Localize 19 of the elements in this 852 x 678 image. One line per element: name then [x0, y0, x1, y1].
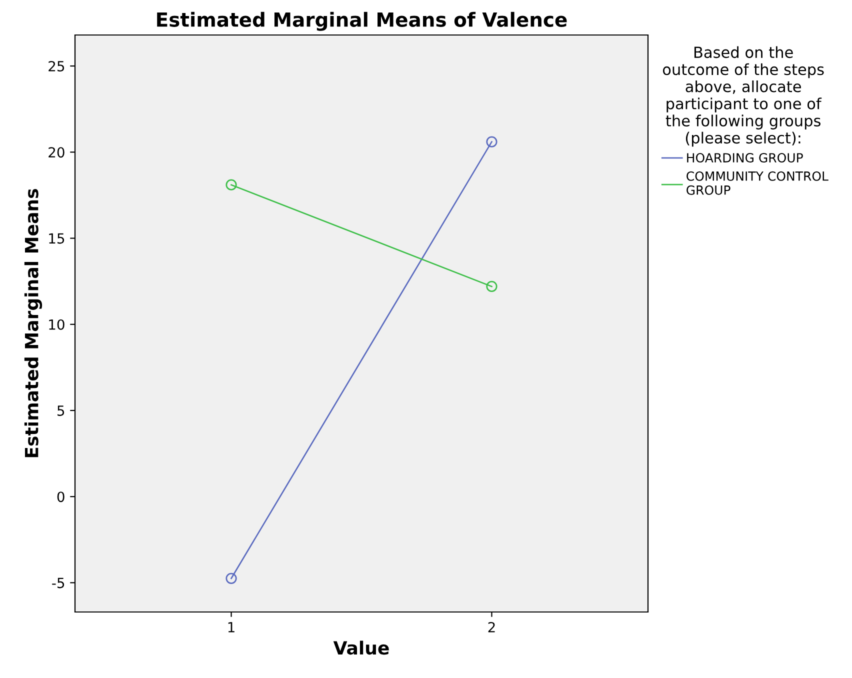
y-tick-label: 5	[58, 406, 64, 416]
point	[486, 136, 498, 148]
y-tick-label: 25	[48, 60, 64, 72]
legend-label: HOARDING GROUP	[687, 153, 803, 162]
legend-label: COMMUNITY CONTROL GROUP	[686, 171, 828, 195]
x-tick-label: 2	[488, 622, 495, 632]
chart-title: Estimated Marginal Means of Valence	[157, 12, 567, 31]
y-tick-label: 20	[48, 147, 64, 158]
y-tick-label: 0	[57, 492, 64, 502]
y-tick-label: 10	[49, 319, 64, 330]
point	[226, 572, 237, 584]
point	[226, 179, 237, 190]
y-tick-label: 15	[49, 233, 64, 244]
y-tick-label: -5	[52, 578, 64, 588]
x-tick-label: 1	[228, 622, 234, 632]
y-axis-title: Estimated Marginal Means	[24, 189, 42, 458]
x-axis-title: Value	[333, 640, 389, 655]
point	[486, 280, 498, 292]
legend-title: Based on the outcome of the steps above, allocate participant to one of the following groups (please select):	[662, 46, 824, 147]
